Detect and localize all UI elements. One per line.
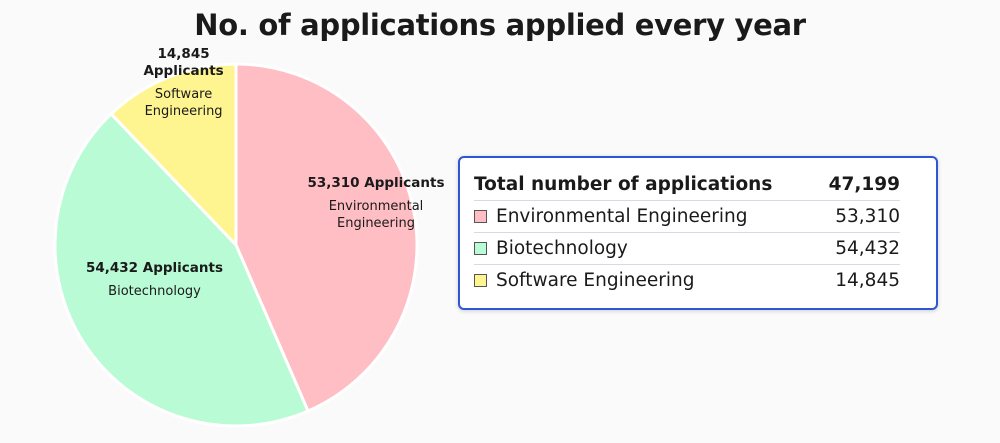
- pie-slice-software-engineering: [109, 62, 238, 247]
- slice-count-label: 14,845: [158, 46, 210, 62]
- pie-slice-biotechnology: [53, 112, 310, 428]
- slice-name-label: Software: [155, 87, 212, 102]
- legend-label: Environmental Engineering: [496, 206, 748, 227]
- legend-swatch: [474, 242, 487, 255]
- pie-chart: 53,310 Applicants Environmental Engineerin…: [53, 46, 445, 428]
- summary-table: Total number of applications 47,199 Envi…: [458, 156, 938, 310]
- total-row: Total number of applications 47,199: [474, 168, 900, 201]
- legend-label: Software Engineering: [496, 270, 695, 291]
- total-label: Total number of applications: [474, 173, 773, 195]
- slice-label-biotechnology: 54,432 Applicants Biotechnology: [86, 260, 223, 299]
- legend-swatch: [474, 210, 487, 223]
- slice-count-label: 53,310 Applicants: [307, 175, 444, 191]
- slice-name-label: Engineering: [145, 104, 223, 119]
- slice-count-label: 54,432 Applicants: [86, 260, 223, 276]
- slice-name-label: Biotechnology: [108, 284, 201, 299]
- slice-name-label: Engineering: [337, 216, 415, 231]
- legend-value: 14,845: [835, 270, 900, 291]
- slice-label-environmental-engineering: 53,310 Applicants Environmental Engineerin…: [307, 175, 444, 231]
- slice-label-software-engineering: 14,845 Applicants Software Engineering: [143, 46, 223, 119]
- legend-swatch: [474, 274, 487, 287]
- pie-labels: 53,310 Applicants Environmental Engineerin…: [86, 46, 445, 299]
- legend-row-environmental-engineering: Environmental Engineering 53,310: [474, 201, 900, 233]
- legend-value: 54,432: [835, 238, 900, 259]
- pie-slices: [53, 62, 419, 428]
- total-value: 47,199: [828, 173, 900, 195]
- slice-name-label: Environmental: [329, 199, 424, 214]
- slice-count-label: Applicants: [143, 63, 223, 79]
- chart-title: No. of applications applied every year: [194, 8, 806, 42]
- legend-value: 53,310: [835, 206, 900, 227]
- legend-row-biotechnology: Biotechnology 54,432: [474, 233, 900, 265]
- legend-row-software-engineering: Software Engineering 14,845: [474, 265, 900, 296]
- pie-slice-environmental-engineering: [234, 62, 419, 413]
- legend-label: Biotechnology: [496, 238, 628, 259]
